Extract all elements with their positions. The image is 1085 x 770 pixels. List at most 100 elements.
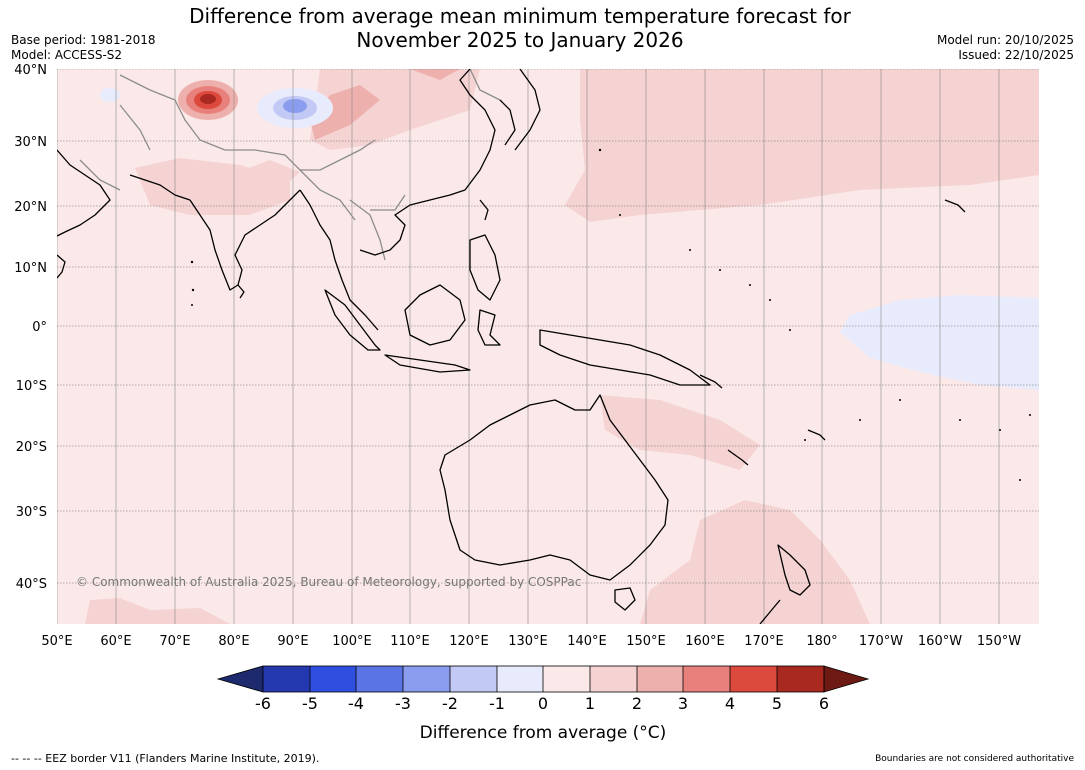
- colorbar-dividers: [309, 666, 778, 692]
- africa-horn-coast: [57, 254, 66, 279]
- anomaly-band-negative-pacific: [840, 295, 1039, 390]
- anomaly-band-north: [410, 69, 460, 80]
- australia-coast: [439, 394, 669, 581]
- colorbar-tick: 1: [585, 694, 595, 713]
- boundaries-disclaimer: Boundaries are not considered authoritat…: [875, 754, 1074, 764]
- lat-label: 30°N: [14, 135, 47, 150]
- anomaly-band-bengal: [230, 160, 300, 190]
- issued-date: Issued: 22/10/2025: [958, 48, 1074, 62]
- myanmar-peninsula-coast: [299, 189, 379, 331]
- java-coast: [384, 354, 471, 373]
- lon-label: 130°E: [508, 634, 548, 649]
- colorbar-segment: [450, 666, 497, 692]
- lon-label: 160°E: [685, 634, 725, 649]
- colorbar-segment: [683, 666, 730, 692]
- hawaii-coast: [944, 199, 966, 213]
- base-period: Base period: 1981-2018: [11, 33, 156, 47]
- lon-label: 150°W: [977, 634, 1021, 649]
- small-islands: [190, 148, 1031, 481]
- lon-label: 140°E: [567, 634, 607, 649]
- philippines-coast: [469, 234, 501, 301]
- sri-lanka-coast: [237, 284, 245, 299]
- nz-south-island-coast: [759, 599, 781, 624]
- lon-label: 70°E: [159, 634, 190, 649]
- lon-label: 180°: [806, 634, 837, 649]
- fiji-coast: [807, 429, 826, 441]
- lon-label: 160°W: [918, 634, 962, 649]
- model-run: Model run: 20/10/2025: [936, 33, 1074, 47]
- lon-label: 60°E: [100, 634, 131, 649]
- colorbar-tick: 6: [819, 694, 829, 713]
- borneo-coast: [404, 284, 466, 346]
- colorbar: -6 -5 -4 -3 -2 -1 0 1 2 3 4 5 6 Differen…: [216, 665, 870, 743]
- sulawesi-coast: [477, 309, 501, 346]
- new-caledonia-coast: [727, 449, 749, 466]
- lon-label: 170°W: [859, 634, 903, 649]
- anomaly-band-north-pacific: [565, 69, 1039, 222]
- title-line-2: November 2025 to January 2026: [356, 28, 684, 52]
- colorbar-segment: [356, 666, 403, 692]
- lat-label: 40°N: [14, 63, 47, 78]
- taiwan-coast: [479, 199, 489, 221]
- colorbar-segment: [310, 666, 357, 692]
- lon-label: 150°E: [626, 634, 666, 649]
- model-info: Base period: 1981-2018 Model: ACCESS-S2: [11, 33, 156, 63]
- colorbar-tick: -3: [395, 694, 411, 713]
- colorbar-segment: [637, 666, 684, 692]
- colorbar-segment: [777, 666, 824, 692]
- arabia-coast: [57, 149, 111, 237]
- colorbar-segment: [590, 666, 637, 692]
- colorbar-tick: 4: [725, 694, 735, 713]
- anomaly-band-coral-sea: [600, 395, 760, 470]
- colorbar-tick: -5: [302, 694, 318, 713]
- india-coast: [189, 189, 301, 291]
- colorbar-segment: [403, 666, 450, 692]
- colorbar-tick: -2: [442, 694, 458, 713]
- anomaly-band-tasman: [640, 500, 870, 624]
- colorbar-tick: 0: [538, 694, 548, 713]
- colorbar-tick: 2: [632, 694, 642, 713]
- longitude-labels: 50°E 60°E 70°E 80°E 90°E 100°E 110°E 120…: [41, 634, 1021, 649]
- lon-label: 50°E: [41, 634, 72, 649]
- map-area: © Commonwealth of Australia 2025, Bureau…: [57, 69, 1039, 624]
- run-info: Model run: 20/10/2025 Issued: 22/10/2025: [937, 33, 1074, 63]
- lat-label: 10°N: [14, 261, 47, 276]
- lat-label: 30°S: [16, 505, 47, 520]
- indochina-coast: [359, 189, 466, 256]
- latitude-labels: 40°N 30°N 20°N 10°N 0° 10°S 20°S 30°S 40…: [14, 63, 47, 592]
- title-line-1: Difference from average mean minimum tem…: [189, 4, 851, 28]
- copyright-notice: © Commonwealth of Australia 2025, Bureau…: [76, 575, 581, 589]
- lon-label: 100°E: [332, 634, 372, 649]
- colorbar-tick: -4: [348, 694, 364, 713]
- lat-label: 20°S: [16, 440, 47, 455]
- graticule-meridians: [57, 69, 1000, 624]
- warm-anomaly-pamir-core: [200, 94, 216, 104]
- cold-anomaly-tibet-core: [283, 99, 307, 113]
- lat-label: 20°N: [14, 200, 47, 215]
- lat-label: 10°S: [16, 379, 47, 394]
- eez-legend-note: -- -- -- EEZ border V11 (Flanders Marine…: [11, 752, 320, 765]
- anomaly-band-southern-ocean: [85, 598, 230, 624]
- lon-label: 170°E: [744, 634, 784, 649]
- sumatra-coast: [324, 289, 381, 351]
- lon-label: 80°E: [218, 634, 249, 649]
- colorbar-extend-low: [216, 665, 264, 693]
- colorbar-tick: -6: [255, 694, 271, 713]
- lon-label: 120°E: [449, 634, 489, 649]
- colorbar-outline: [262, 665, 825, 693]
- colorbar-tick: -1: [489, 694, 505, 713]
- china-coast: [459, 69, 496, 191]
- tasmania-coast: [614, 587, 636, 611]
- lon-label: 110°E: [390, 634, 430, 649]
- colorbar-segment: [543, 666, 590, 692]
- japan-coast: [514, 69, 541, 151]
- map-title: Difference from average mean minimum tem…: [170, 4, 870, 52]
- country-borders: [79, 69, 501, 261]
- colorbar-segment: [263, 666, 310, 692]
- lon-label: 90°E: [277, 634, 308, 649]
- colorbar-segment: [497, 666, 544, 692]
- model-name: Model: ACCESS-S2: [11, 48, 123, 62]
- korea-coast: [499, 99, 516, 146]
- colorbar-extend-high: [823, 665, 870, 693]
